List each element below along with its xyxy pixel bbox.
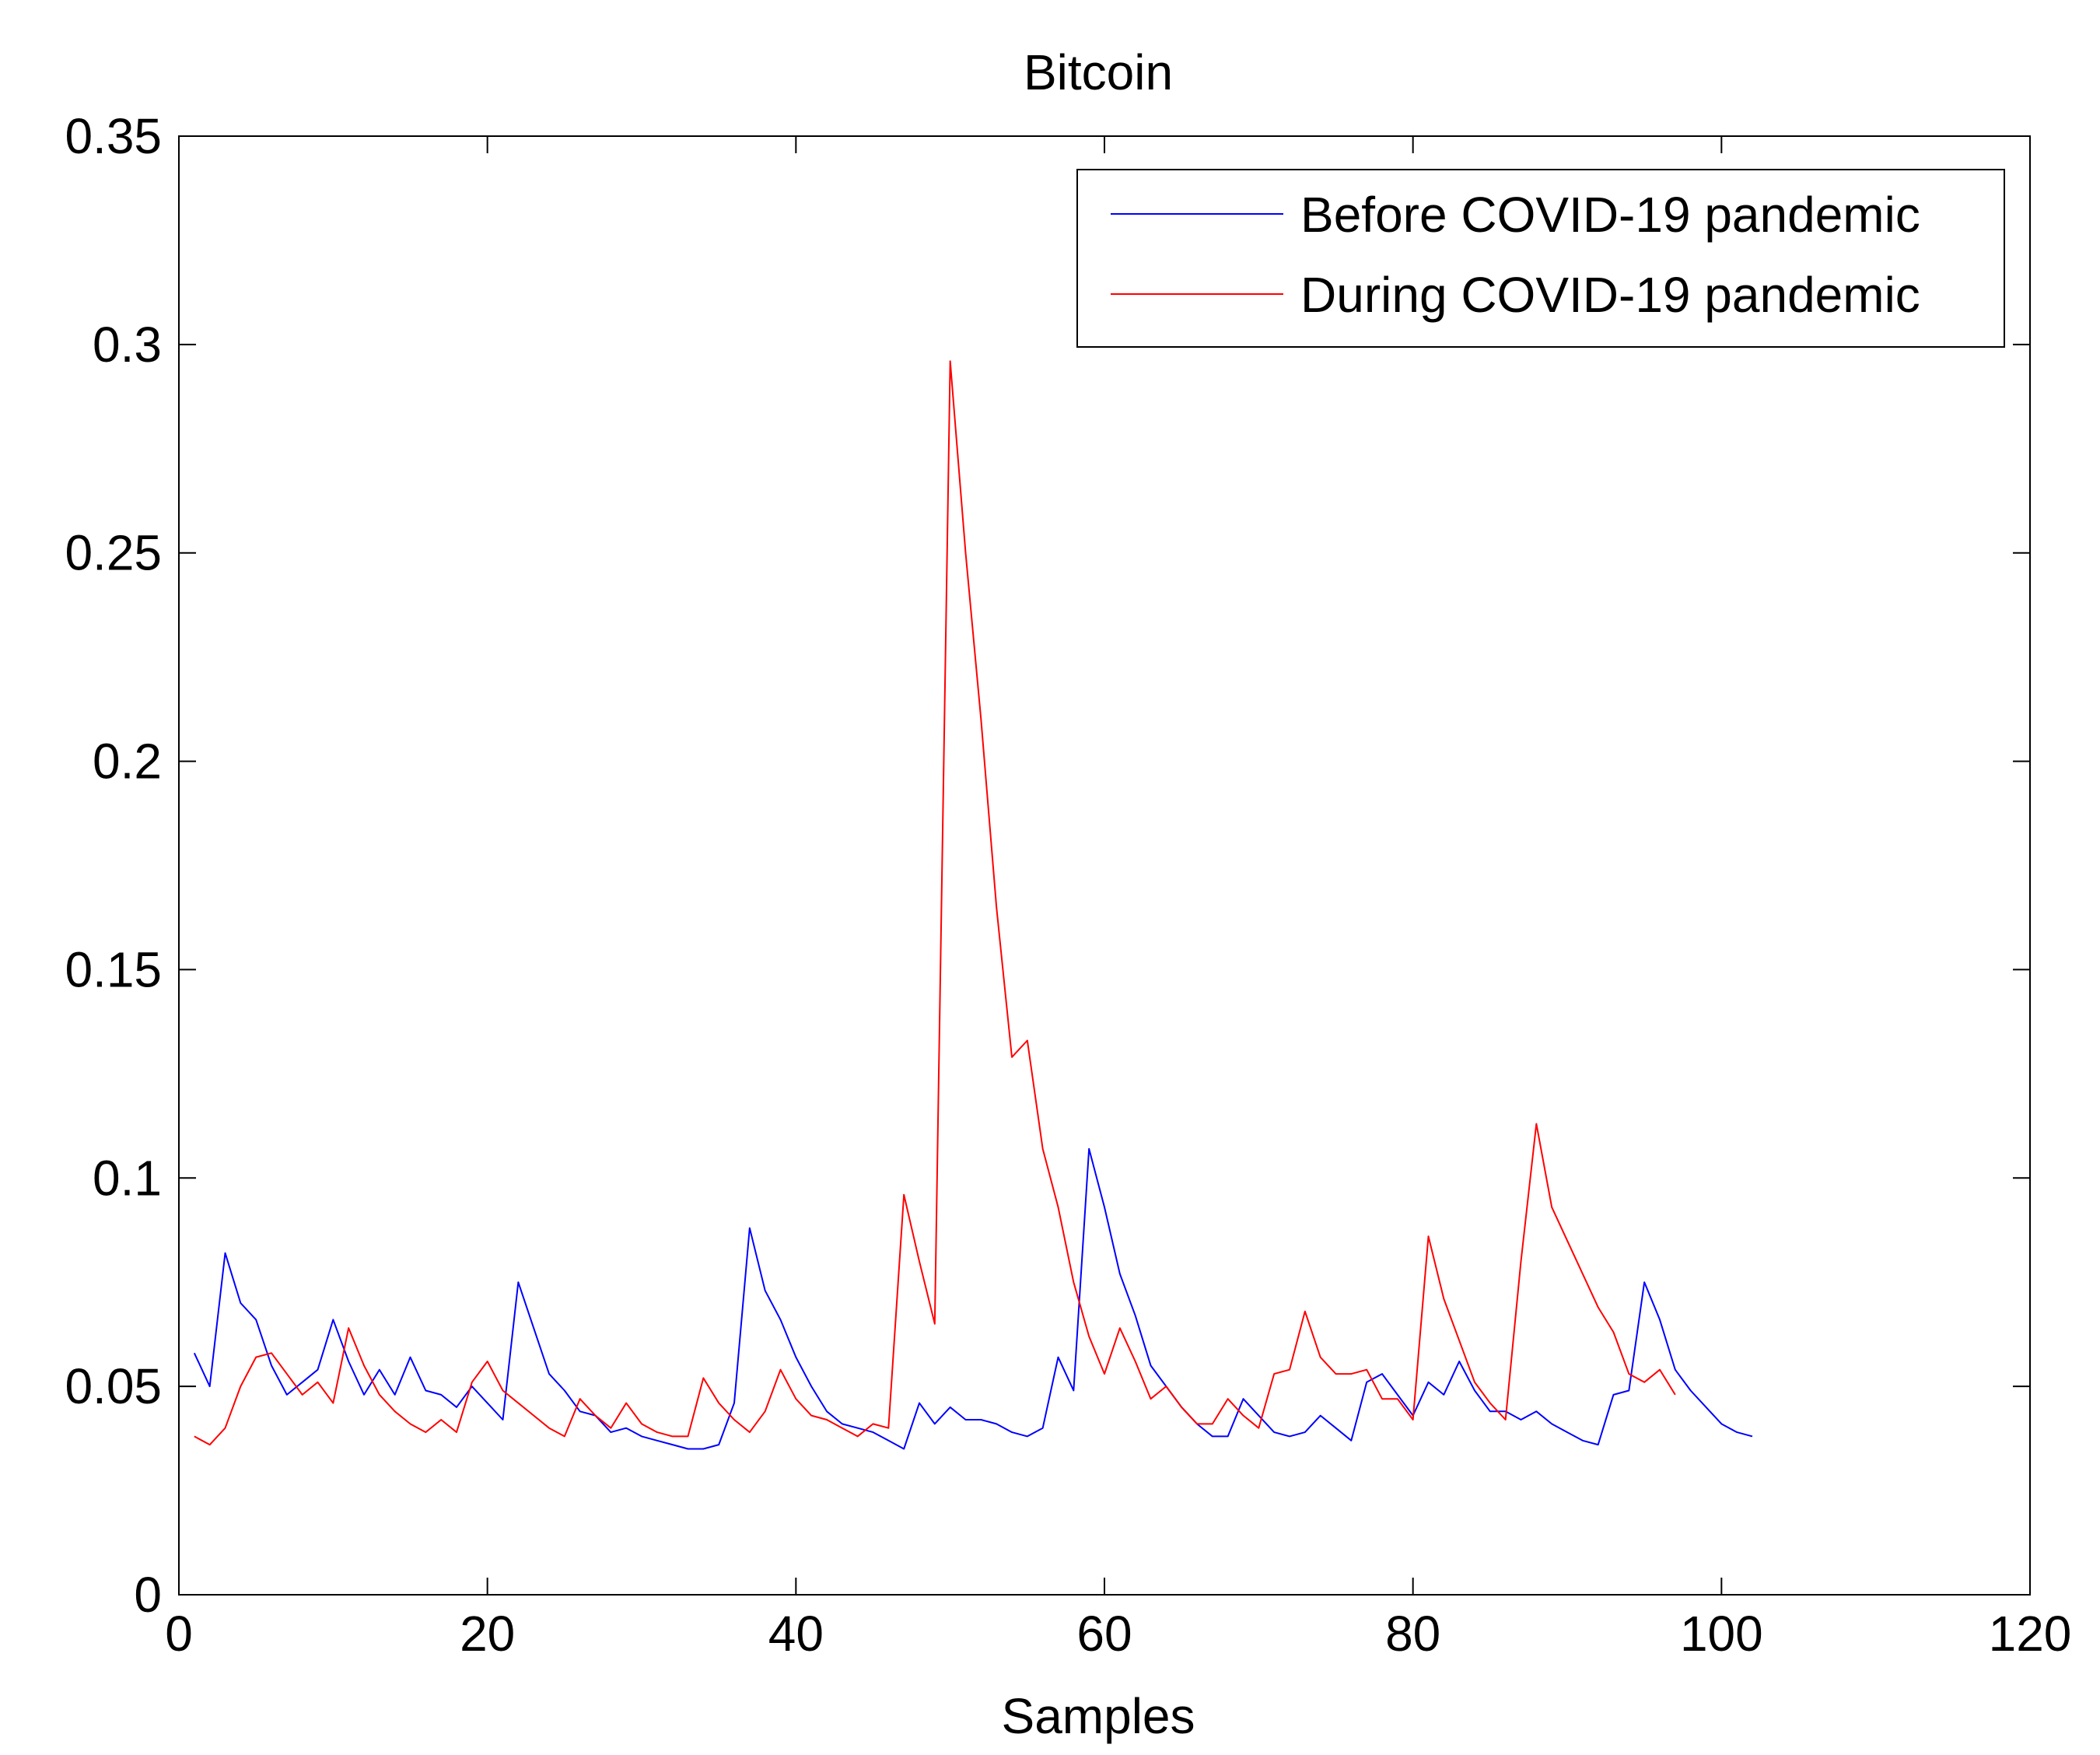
legend[interactable]: Before COVID-19 pandemic During COVID-19… (1076, 169, 2005, 348)
x-tick-label: 20 (460, 1606, 515, 1662)
y-tick-label: 0.2 (93, 734, 162, 790)
x-tick-label: 100 (1680, 1606, 1763, 1662)
x-tick-label: 80 (1385, 1606, 1440, 1662)
series-line-before (193, 1147, 1753, 1450)
y-tick-label: 0.1 (93, 1150, 162, 1206)
legend-box (1076, 169, 2005, 348)
axis-ticks (178, 135, 2031, 1596)
y-tick-label: 0 (134, 1567, 162, 1623)
chart-title: Bitcoin (1024, 44, 1173, 100)
series-line-during (194, 360, 1676, 1446)
y-tick-label: 0.25 (65, 525, 162, 581)
x-axis-label: Samples (1002, 1688, 1195, 1744)
x-tick-label: 40 (768, 1606, 824, 1662)
y-tick-label: 0.15 (65, 941, 162, 997)
y-tick-label: 0.35 (65, 108, 162, 164)
y-tick-label: 0.05 (65, 1358, 162, 1414)
legend-label-during: During COVID-19 pandemic (1300, 267, 1920, 323)
legend-label-before: Before COVID-19 pandemic (1300, 187, 1920, 243)
y-tick-label: 0.3 (93, 317, 162, 373)
x-tick-label: 0 (165, 1606, 193, 1662)
axis-tick-labels: 0 20 40 60 80 100 120 0 0.05 0.1 0.15 0.2 0.25 0.3 0.3… (65, 108, 2071, 1662)
plot-lines (193, 360, 1753, 1450)
x-tick-label: 120 (1989, 1606, 2072, 1662)
x-tick-label: 60 (1076, 1606, 1132, 1662)
